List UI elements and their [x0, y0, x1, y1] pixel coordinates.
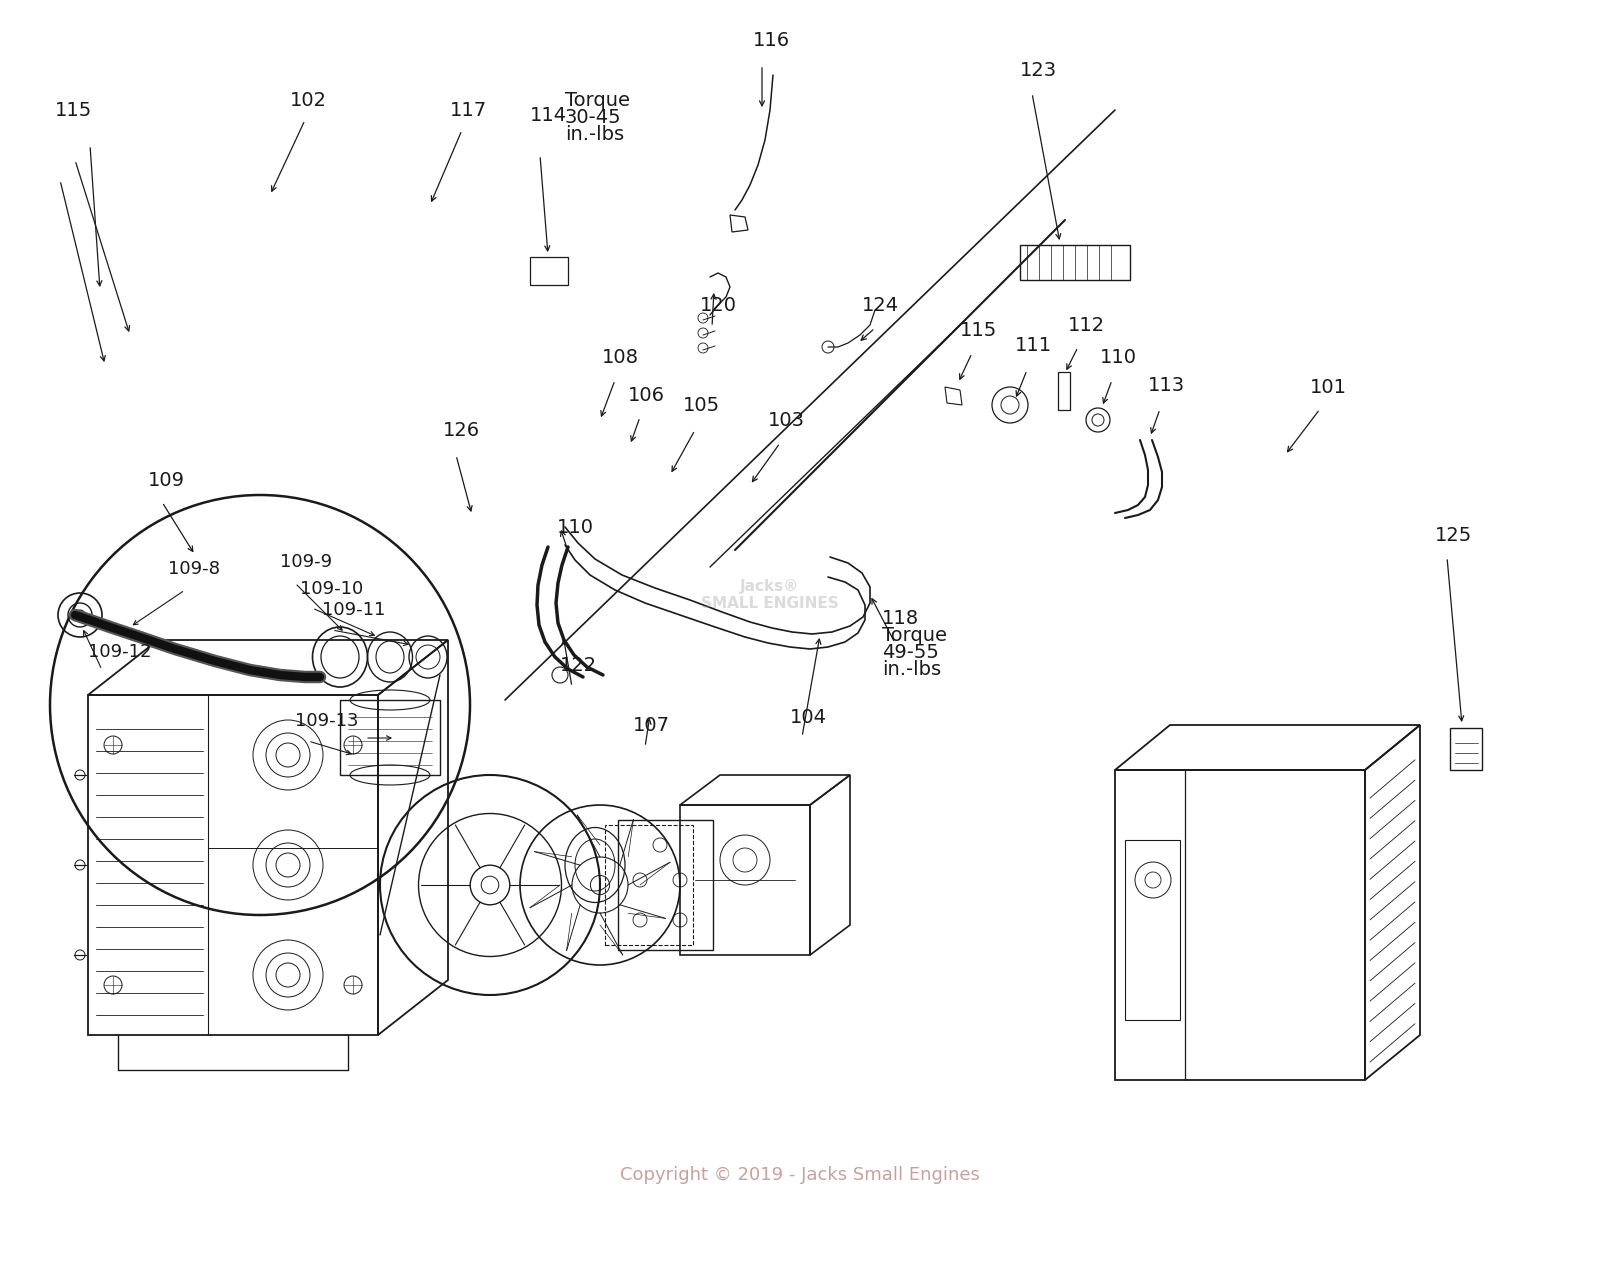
Text: 115: 115	[960, 321, 997, 340]
Bar	[1125, 840, 1181, 1020]
Text: Torque: Torque	[565, 91, 630, 110]
Text: 120: 120	[701, 296, 738, 315]
Text: 103: 103	[768, 411, 805, 430]
Text: 110: 110	[557, 518, 594, 537]
Text: 111: 111	[1014, 337, 1053, 354]
Text: 109-12: 109-12	[88, 643, 152, 660]
Text: Torque: Torque	[882, 626, 947, 645]
Text: 110: 110	[1101, 348, 1138, 367]
Text: in.-lbs: in.-lbs	[882, 660, 941, 680]
Text: 124: 124	[862, 296, 899, 315]
Text: 109-11: 109-11	[322, 601, 386, 618]
Text: 116: 116	[754, 31, 790, 50]
Text: 102: 102	[290, 91, 326, 110]
Text: 112: 112	[1069, 316, 1106, 335]
Text: 104: 104	[790, 708, 827, 727]
Text: 113: 113	[1149, 376, 1186, 395]
Bar	[1021, 245, 1130, 280]
Text: 109-9: 109-9	[280, 553, 333, 571]
Text: 106: 106	[627, 386, 666, 405]
Text: 49-55: 49-55	[882, 643, 939, 662]
Text: 101: 101	[1310, 377, 1347, 397]
Text: 117: 117	[450, 101, 486, 120]
Text: 109-8: 109-8	[168, 560, 221, 578]
Text: 123: 123	[1021, 61, 1058, 80]
Text: 30-45: 30-45	[565, 108, 622, 128]
Text: 125: 125	[1435, 527, 1472, 544]
Text: in.-lbs: in.-lbs	[565, 125, 624, 144]
Bar	[605, 825, 693, 945]
Text: 114: 114	[530, 106, 566, 125]
Bar	[618, 820, 714, 950]
Text: 109: 109	[147, 470, 186, 490]
Text: 122: 122	[560, 657, 597, 674]
Text: 109-10: 109-10	[301, 580, 363, 598]
Bar	[1450, 728, 1482, 770]
Text: Copyright © 2019 - Jacks Small Engines: Copyright © 2019 - Jacks Small Engines	[621, 1167, 979, 1184]
Text: 115: 115	[54, 101, 93, 120]
Bar	[530, 258, 568, 286]
Text: Jacks®
SMALL ENGINES: Jacks® SMALL ENGINES	[701, 579, 838, 611]
Text: 105: 105	[683, 397, 720, 414]
Text: 126: 126	[443, 421, 480, 440]
Text: 108: 108	[602, 348, 638, 367]
Text: 109-13: 109-13	[294, 711, 358, 731]
Bar	[1058, 372, 1070, 411]
Text: 107: 107	[634, 717, 670, 734]
Text: 118: 118	[882, 609, 918, 629]
